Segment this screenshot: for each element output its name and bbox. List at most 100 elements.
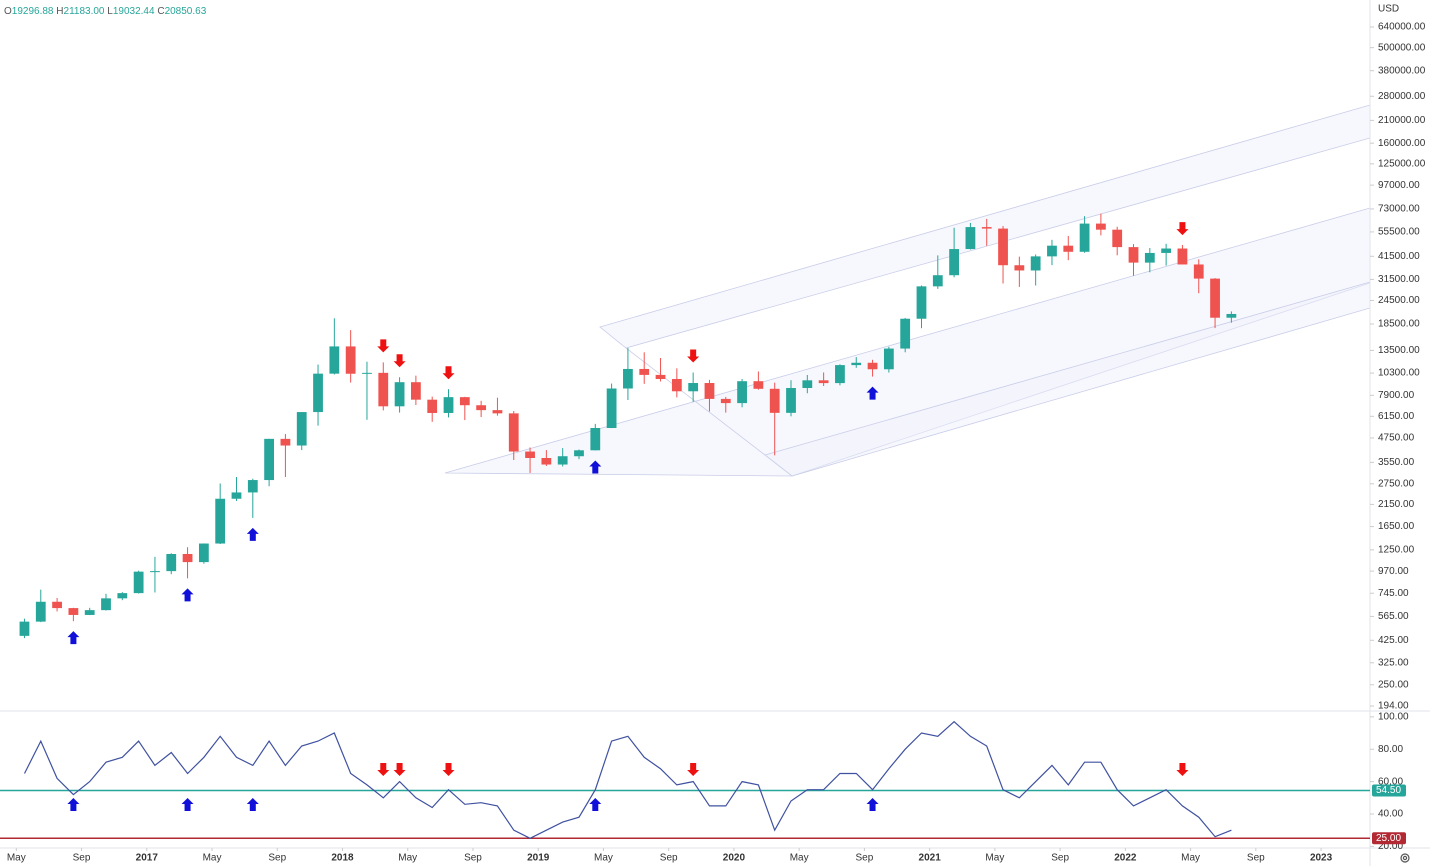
y-tick-label: 10300.00 xyxy=(1378,368,1420,379)
ohlc-key: H xyxy=(56,6,64,17)
candle-body xyxy=(981,227,992,229)
candle-body xyxy=(394,382,405,407)
y-tick-label: 125000.00 xyxy=(1378,159,1426,170)
y-tick-label: 745.00 xyxy=(1378,588,1409,599)
candle-body xyxy=(1226,313,1237,318)
y-tick-label: 160000.00 xyxy=(1378,138,1426,149)
x-tick-label: May xyxy=(594,853,613,864)
y-tick-label: 970.00 xyxy=(1378,566,1409,577)
candle-body xyxy=(1112,229,1123,248)
candle-body xyxy=(639,368,650,375)
buy-arrow xyxy=(181,588,194,602)
candle-body xyxy=(835,365,845,384)
y-tick-label: 380000.00 xyxy=(1378,65,1426,76)
candle-body xyxy=(345,346,356,374)
buy-arrow xyxy=(589,798,602,811)
candle-body xyxy=(818,380,829,384)
y-tick-label: 280000.00 xyxy=(1378,91,1426,102)
candle-body xyxy=(198,543,209,563)
settings-icon[interactable] xyxy=(1400,853,1410,863)
candle-body xyxy=(52,601,62,609)
y-tick-label: 1650.00 xyxy=(1378,521,1415,532)
x-tick-label: Sep xyxy=(268,853,286,864)
candle-body xyxy=(492,410,503,414)
x-tick-label: Sep xyxy=(73,853,91,864)
x-tick-label: Sep xyxy=(464,853,482,864)
ohlc-value: 21183.00 xyxy=(63,6,105,17)
level-badge xyxy=(1372,784,1406,797)
buy-arrow xyxy=(866,798,879,811)
candle-body xyxy=(35,601,46,622)
candle-body xyxy=(117,593,128,599)
candle-body xyxy=(84,610,95,615)
candle-body xyxy=(900,318,911,349)
candle-body xyxy=(753,381,764,389)
candle-body xyxy=(1144,252,1155,263)
sell-arrow xyxy=(393,763,406,776)
candle-body xyxy=(769,388,780,413)
candle-body xyxy=(427,399,438,413)
ohlc-value: 19296.88 xyxy=(11,6,54,17)
candle-body xyxy=(525,451,535,459)
y-tick-label: 40.00 xyxy=(1378,809,1403,820)
candle-body xyxy=(932,275,943,287)
candle-body xyxy=(998,228,1008,266)
candle-body xyxy=(411,382,421,400)
candle-body xyxy=(557,456,568,465)
candle-body xyxy=(1161,248,1172,253)
x-tick-label: 2018 xyxy=(331,853,354,864)
x-tick-label: 2020 xyxy=(723,853,746,864)
y-tick-label: 24500.00 xyxy=(1378,295,1420,306)
y-tick-label: 210000.00 xyxy=(1378,115,1426,126)
ohlc-key: C xyxy=(157,6,165,17)
candle-body xyxy=(671,378,682,392)
ohlc-key: O xyxy=(4,6,12,17)
candle-body xyxy=(851,362,862,366)
candle-body xyxy=(280,438,291,446)
y-tick-label: 500000.00 xyxy=(1378,42,1426,53)
buy-arrow xyxy=(246,527,259,541)
x-tick-label: May xyxy=(203,853,222,864)
candle-body xyxy=(883,348,894,370)
candle-body xyxy=(459,397,470,406)
candle-body xyxy=(574,450,584,457)
y-tick-label: 1250.00 xyxy=(1378,545,1415,556)
candle-body xyxy=(264,438,274,481)
y-tick-label: 7900.00 xyxy=(1378,390,1415,401)
y-tick-label: 640000.00 xyxy=(1378,22,1426,33)
buy-arrow xyxy=(866,386,879,400)
candle-body xyxy=(215,498,226,544)
sell-arrow xyxy=(377,763,390,776)
candle-body xyxy=(68,608,79,615)
candle-body xyxy=(313,373,323,413)
candle-body xyxy=(101,598,111,611)
candle-body xyxy=(1063,245,1074,252)
currency-label[interactable]: USD xyxy=(1378,4,1399,15)
y-tick-label: 4750.00 xyxy=(1378,433,1415,444)
candle-body xyxy=(1047,245,1057,257)
buy-arrow xyxy=(246,798,259,811)
x-tick-label: May xyxy=(1181,853,1200,864)
channel-drawings xyxy=(444,104,1371,477)
candle-body xyxy=(786,388,796,413)
y-tick-label: 13500.00 xyxy=(1378,345,1420,356)
sell-arrow xyxy=(1176,763,1189,776)
candle-body xyxy=(296,412,307,446)
y-tick-label: 97000.00 xyxy=(1378,180,1420,191)
x-tick-label: May xyxy=(398,853,417,864)
candle-body xyxy=(247,480,258,493)
sell-arrow xyxy=(442,366,455,380)
candle-body xyxy=(802,380,813,389)
candle-body xyxy=(867,362,878,370)
candle-body xyxy=(606,388,617,428)
candle-body xyxy=(655,374,666,379)
x-tick-label: Sep xyxy=(856,853,874,864)
candle-body xyxy=(150,571,160,573)
candle-body xyxy=(688,383,699,392)
sell-arrow xyxy=(687,349,700,363)
candle-body xyxy=(378,372,389,407)
sell-arrow xyxy=(687,763,700,776)
ohlc-value: 20850.63 xyxy=(164,6,207,17)
